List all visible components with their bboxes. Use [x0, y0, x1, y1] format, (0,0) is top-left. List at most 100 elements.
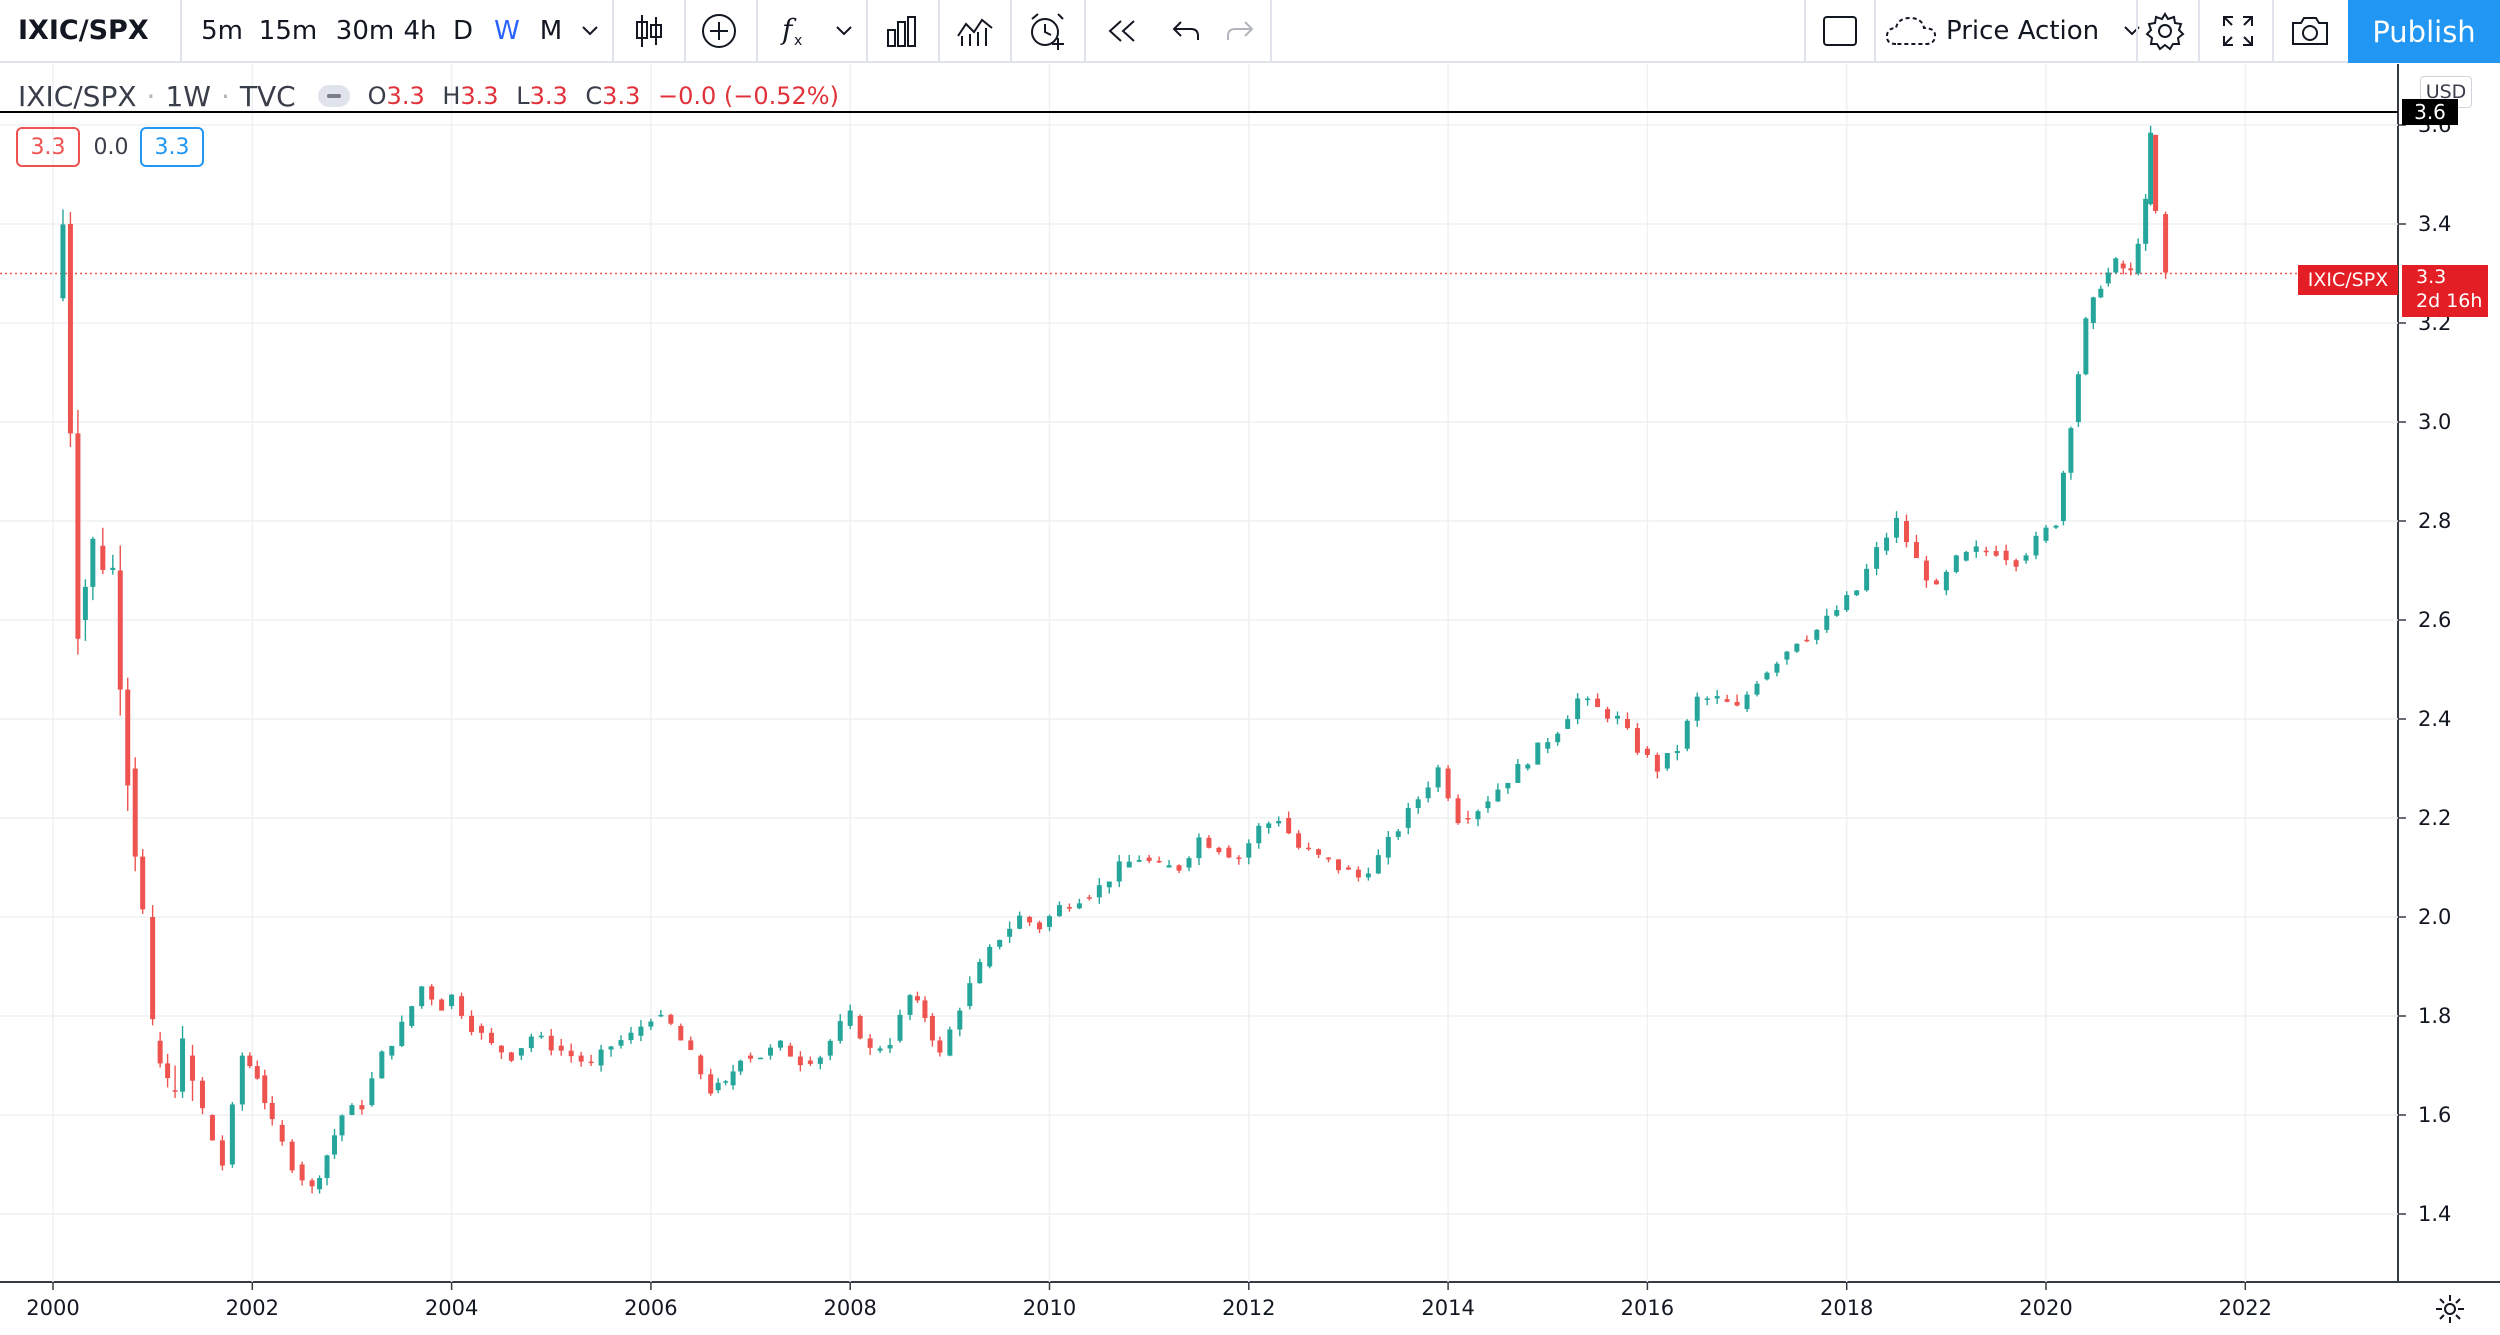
settings-icon[interactable]	[2434, 1293, 2466, 1325]
candle-body	[1784, 651, 1790, 660]
chevron-down-icon[interactable]	[572, 0, 608, 61]
candle-body	[987, 946, 993, 967]
candle-body	[324, 1155, 330, 1179]
candle-body	[1864, 568, 1870, 591]
candle-body	[648, 1021, 654, 1027]
candle-body	[538, 1035, 544, 1038]
candle-body	[125, 689, 131, 786]
alert-icon[interactable]	[1018, 0, 1076, 61]
candle-body	[1236, 857, 1242, 859]
replay-icon[interactable]	[1092, 0, 1150, 61]
candle-body	[1425, 787, 1431, 799]
candle-body	[1126, 861, 1132, 868]
candle-body	[1595, 698, 1601, 708]
candle-body	[1565, 719, 1571, 729]
candle-body	[1365, 873, 1371, 878]
collapse-legend-button[interactable]	[317, 85, 350, 107]
candle-body	[199, 1080, 205, 1109]
candle-body	[1455, 798, 1461, 824]
interval-5m[interactable]: 5m	[201, 15, 243, 46]
price-tick-label: 3.4	[2418, 212, 2451, 236]
candle-body	[817, 1057, 823, 1064]
candle-body	[578, 1055, 584, 1062]
candle-body	[488, 1032, 494, 1044]
sell-price-box[interactable]: 3.3	[16, 127, 80, 167]
interval-30m[interactable]: 30m	[335, 15, 395, 46]
interval-w[interactable]: W	[494, 15, 520, 46]
candle-body	[957, 1010, 963, 1030]
settings-icon[interactable]	[2140, 0, 2190, 61]
candle-body	[1644, 748, 1650, 755]
time-tick-label: 2012	[1222, 1296, 1275, 1320]
candle-body	[1156, 860, 1162, 863]
candle-body	[219, 1140, 225, 1166]
templates-icon[interactable]	[946, 0, 1004, 61]
candle-body	[75, 433, 81, 639]
toolbar-divider	[2136, 0, 2138, 61]
template-selector[interactable]: Price Action	[1884, 0, 2144, 61]
toolbar-divider	[1874, 0, 1876, 61]
candle-body	[877, 1048, 883, 1051]
chevron-down-icon	[2123, 25, 2141, 37]
redo-icon[interactable]	[1214, 0, 1266, 61]
chevron-down-icon[interactable]	[826, 0, 862, 61]
candle-body	[1166, 865, 1172, 868]
candle-body	[1505, 782, 1511, 789]
candle-body	[1774, 663, 1780, 673]
candle-body	[758, 1057, 764, 1060]
legend-symbol[interactable]: IXIC/SPX	[18, 79, 137, 113]
candle-body	[317, 1178, 323, 1190]
buy-price-box[interactable]: 3.3	[140, 127, 204, 167]
add-compare-icon[interactable]	[690, 0, 748, 61]
candle-body	[1585, 698, 1591, 701]
time-axis-settings[interactable]	[2400, 1282, 2500, 1335]
candle-body	[399, 1021, 405, 1046]
time-tick-label: 2020	[2019, 1296, 2072, 1320]
candle-body	[180, 1038, 186, 1092]
candle-body	[807, 1060, 813, 1064]
layout-icon[interactable]	[1812, 0, 1868, 61]
candle-body	[309, 1180, 315, 1187]
interval-m[interactable]: M	[539, 15, 563, 46]
candle-body	[548, 1035, 554, 1051]
snapshot-icon[interactable]	[2280, 0, 2340, 61]
candle-body	[2135, 243, 2141, 274]
undo-icon[interactable]	[1160, 0, 1212, 61]
interval-d[interactable]: D	[452, 15, 474, 46]
candle-body	[638, 1026, 644, 1036]
candlestick-icon[interactable]	[620, 0, 678, 61]
candle-body	[247, 1055, 253, 1067]
toolbar-divider	[756, 0, 758, 61]
candle-body	[1525, 764, 1531, 769]
high-marker-label: 3.6	[2402, 99, 2458, 125]
candle-body	[1186, 858, 1192, 868]
candle-body	[1256, 825, 1262, 844]
candle-body	[1017, 915, 1023, 929]
candle-body	[1844, 595, 1850, 611]
candle-body	[150, 917, 156, 1020]
candle-body	[349, 1105, 355, 1115]
candle-body	[1754, 683, 1760, 695]
fullscreen-icon[interactable]	[2210, 0, 2266, 61]
symbol-search[interactable]: IXIC/SPX	[18, 15, 149, 46]
interval-15m[interactable]: 15m	[258, 15, 318, 46]
candle-body	[2043, 527, 2049, 541]
candle-body	[748, 1055, 754, 1059]
interval-4h[interactable]: 4h	[403, 15, 437, 46]
candle-body	[2060, 472, 2066, 521]
candle-body	[449, 994, 455, 1007]
candle-body	[239, 1055, 245, 1105]
publish-button[interactable]: Publish	[2348, 0, 2500, 63]
candle-body	[1216, 847, 1222, 853]
candle-body	[2153, 134, 2159, 211]
candle-body	[2143, 198, 2149, 244]
time-tick-label: 2006	[624, 1296, 677, 1320]
candle-body	[518, 1048, 524, 1056]
candle-body	[1136, 859, 1142, 862]
candle-body	[1744, 694, 1750, 710]
candle-body	[2128, 268, 2134, 271]
financials-icon[interactable]	[874, 0, 930, 61]
candle-body	[1734, 701, 1740, 706]
